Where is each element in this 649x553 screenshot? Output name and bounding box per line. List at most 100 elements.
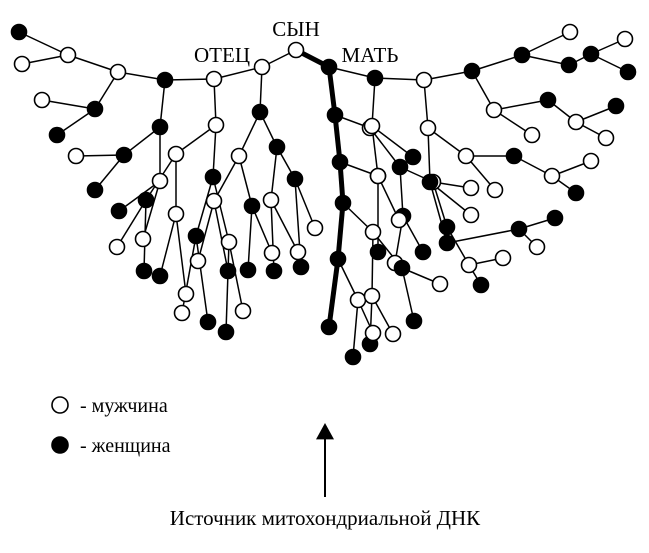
male-node — [209, 118, 224, 133]
female-node — [158, 73, 173, 88]
female-node — [407, 314, 422, 329]
male-node — [462, 258, 477, 273]
female-node — [584, 47, 599, 62]
female-node — [331, 252, 346, 267]
male-node — [599, 131, 614, 146]
male-node — [136, 232, 151, 247]
male-node — [421, 121, 436, 136]
mother-label: МАТЬ — [342, 43, 399, 67]
female-node — [153, 269, 168, 284]
male-node — [255, 60, 270, 75]
male-node — [265, 246, 280, 261]
male-node — [175, 306, 190, 321]
female-node — [221, 264, 236, 279]
male-node — [207, 194, 222, 209]
female-node — [474, 278, 489, 293]
male-node — [35, 93, 50, 108]
female-node — [88, 102, 103, 117]
male-node — [15, 57, 30, 72]
female-node — [569, 186, 584, 201]
male-node — [433, 277, 448, 292]
male-node — [61, 48, 76, 63]
female-node — [206, 170, 221, 185]
male-node — [291, 245, 306, 260]
female-node — [139, 193, 154, 208]
male-node — [289, 43, 304, 58]
male-node — [366, 225, 381, 240]
female-node — [621, 65, 636, 80]
female-node — [371, 245, 386, 260]
legend-female-label: - женщина — [80, 435, 171, 457]
female-node — [440, 220, 455, 235]
female-node — [609, 99, 624, 114]
female-node — [346, 350, 361, 365]
male-node — [525, 128, 540, 143]
female-node — [548, 211, 563, 226]
male-node — [584, 154, 599, 169]
female-node — [112, 204, 127, 219]
son-label: СЫН — [272, 17, 320, 41]
male-node — [264, 193, 279, 208]
female-node — [507, 149, 522, 164]
female-node — [512, 222, 527, 237]
male-node — [496, 251, 511, 266]
male-node — [69, 149, 84, 164]
female-node — [288, 172, 303, 187]
male-node — [530, 240, 545, 255]
genealogy-diagram: СЫНОТЕЦМАТЬИсточник митохондриальной ДНК… — [0, 0, 649, 553]
male-node — [236, 304, 251, 319]
male-node — [545, 169, 560, 184]
female-node — [267, 264, 282, 279]
male-node — [191, 254, 206, 269]
male-node — [386, 327, 401, 342]
male-node — [563, 25, 578, 40]
male-node — [371, 169, 386, 184]
edges-thin — [19, 32, 628, 357]
male-node — [169, 207, 184, 222]
male-node — [308, 221, 323, 236]
female-node — [368, 71, 383, 86]
male-node — [618, 32, 633, 47]
legend-male-label: - мужчина — [80, 395, 168, 417]
female-node — [406, 150, 421, 165]
male-node — [222, 235, 237, 250]
male-node — [464, 208, 479, 223]
caption-label: Источник митохондриальной ДНК — [170, 506, 481, 530]
male-node — [179, 287, 194, 302]
legend-female-icon — [52, 437, 68, 453]
male-node — [488, 183, 503, 198]
female-node — [393, 160, 408, 175]
female-node — [270, 140, 285, 155]
female-node — [253, 105, 268, 120]
female-node — [322, 60, 337, 75]
female-node — [12, 25, 27, 40]
source-arrow-head — [316, 423, 334, 439]
female-node — [395, 261, 410, 276]
male-node — [110, 240, 125, 255]
nodes — [12, 25, 636, 454]
female-node — [117, 148, 132, 163]
male-node — [366, 326, 381, 341]
male-node — [169, 147, 184, 162]
female-node — [328, 108, 343, 123]
female-node — [153, 120, 168, 135]
female-node — [333, 155, 348, 170]
female-node — [440, 236, 455, 251]
female-node — [219, 325, 234, 340]
female-node — [322, 320, 337, 335]
male-node — [417, 73, 432, 88]
male-node — [207, 72, 222, 87]
female-node — [137, 264, 152, 279]
male-node — [232, 149, 247, 164]
female-node — [423, 175, 438, 190]
male-node — [365, 289, 380, 304]
female-node — [294, 260, 309, 275]
female-node — [88, 183, 103, 198]
male-node — [351, 293, 366, 308]
edges-thick-matrilineal — [296, 50, 343, 327]
female-node — [241, 263, 256, 278]
legend-male-icon — [52, 397, 68, 413]
female-node — [201, 315, 216, 330]
female-node — [189, 229, 204, 244]
female-node — [416, 245, 431, 260]
